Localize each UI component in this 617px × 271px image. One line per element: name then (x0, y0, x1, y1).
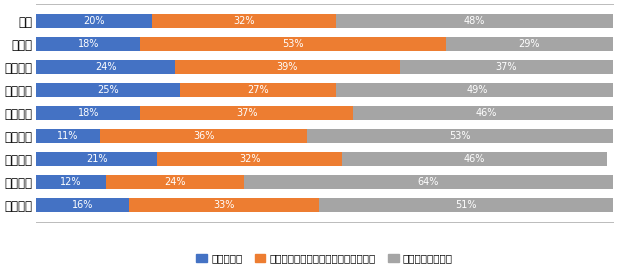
Text: 24%: 24% (95, 62, 116, 72)
Bar (175, 60, 400, 74)
Bar (336, 14, 613, 28)
Text: 27%: 27% (247, 85, 269, 95)
Bar (336, 83, 617, 97)
Text: 32%: 32% (233, 16, 255, 26)
Text: 24%: 24% (164, 177, 186, 187)
Text: 32%: 32% (239, 154, 260, 164)
Text: 11%: 11% (57, 131, 79, 141)
Text: 46%: 46% (475, 108, 497, 118)
Bar (180, 83, 336, 97)
Bar (140, 37, 445, 51)
Text: 12%: 12% (60, 177, 81, 187)
Bar (445, 37, 613, 51)
Text: 36%: 36% (193, 131, 214, 141)
Bar (157, 152, 342, 166)
Bar (354, 106, 617, 120)
Text: 48%: 48% (464, 16, 485, 26)
Text: 33%: 33% (213, 200, 234, 210)
Bar (36, 198, 128, 212)
Text: 64%: 64% (418, 177, 439, 187)
Bar (36, 152, 157, 166)
Bar (342, 152, 607, 166)
Bar (36, 175, 106, 189)
Bar (36, 14, 152, 28)
Text: 29%: 29% (518, 39, 540, 49)
Text: 25%: 25% (97, 85, 119, 95)
Text: 53%: 53% (282, 39, 304, 49)
Text: 16%: 16% (72, 200, 93, 210)
Text: 53%: 53% (449, 131, 471, 141)
Bar (100, 129, 307, 143)
Text: 49%: 49% (466, 85, 488, 95)
Text: 39%: 39% (276, 62, 298, 72)
Bar (400, 60, 613, 74)
Text: 21%: 21% (86, 154, 107, 164)
Text: 20%: 20% (83, 16, 105, 26)
Text: 51%: 51% (455, 200, 476, 210)
Text: 37%: 37% (495, 62, 517, 72)
Text: 18%: 18% (78, 108, 99, 118)
Bar (36, 37, 140, 51)
Bar (128, 198, 319, 212)
Bar (36, 129, 100, 143)
Bar (36, 83, 180, 97)
Bar (152, 14, 336, 28)
Text: 46%: 46% (464, 154, 485, 164)
Bar (140, 106, 354, 120)
Text: 37%: 37% (236, 108, 257, 118)
Bar (307, 129, 613, 143)
Bar (106, 175, 244, 189)
Legend: 知っている, 聞いたことはあるが詳しくは知らない, まったく知らない: 知っている, 聞いたことはあるが詳しくは知らない, まったく知らない (193, 249, 457, 267)
Bar (36, 106, 140, 120)
Text: 18%: 18% (78, 39, 99, 49)
Bar (244, 175, 613, 189)
Bar (319, 198, 613, 212)
Bar (36, 60, 175, 74)
